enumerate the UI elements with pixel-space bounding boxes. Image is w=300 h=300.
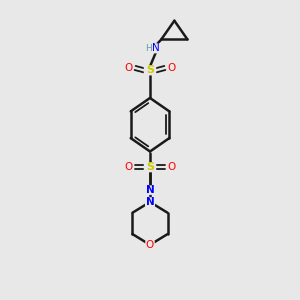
Text: O: O: [146, 240, 154, 250]
FancyBboxPatch shape: [144, 65, 156, 75]
Text: H: H: [145, 44, 152, 53]
Text: O: O: [167, 162, 175, 172]
Text: N: N: [146, 185, 154, 195]
Text: O: O: [124, 63, 133, 73]
FancyBboxPatch shape: [145, 240, 155, 249]
Text: O: O: [167, 63, 175, 73]
FancyBboxPatch shape: [124, 64, 134, 72]
FancyBboxPatch shape: [167, 163, 176, 172]
Text: O: O: [124, 162, 133, 172]
FancyBboxPatch shape: [145, 185, 155, 195]
FancyBboxPatch shape: [167, 64, 176, 72]
FancyBboxPatch shape: [124, 163, 134, 172]
Text: S: S: [146, 162, 154, 172]
FancyBboxPatch shape: [144, 43, 161, 53]
Text: N: N: [146, 197, 154, 207]
FancyBboxPatch shape: [144, 162, 156, 172]
Text: N: N: [152, 44, 160, 53]
FancyBboxPatch shape: [145, 197, 155, 207]
Text: S: S: [146, 65, 154, 75]
